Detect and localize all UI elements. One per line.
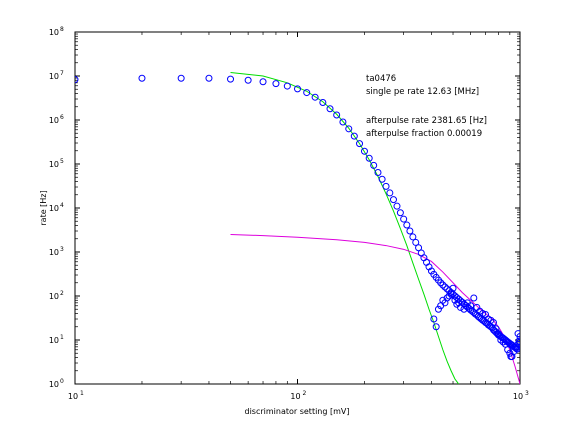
data-point [333, 111, 341, 119]
data-point [400, 215, 408, 223]
y-tick-label: 10 [49, 116, 59, 125]
data-point [177, 74, 185, 82]
x-tick-exponent: 3 [525, 390, 529, 397]
data-point [432, 323, 440, 331]
y-tick-exponent: 5 [60, 158, 64, 165]
annotation-afterpulse-rate: afterpulse rate 2381.65 [Hz] [366, 116, 487, 126]
y-tick-label: 10 [49, 160, 59, 169]
data-point [283, 82, 291, 90]
data-point [319, 98, 327, 106]
data-point [311, 93, 319, 101]
y-axis-label: rate [Hz] [39, 190, 48, 225]
y-tick-exponent: 6 [60, 114, 64, 121]
data-point [138, 74, 146, 82]
y-tick-exponent: 4 [60, 202, 64, 209]
data-point [499, 338, 507, 346]
data-point [515, 337, 520, 345]
data-point [382, 182, 390, 190]
y-tick-label: 10 [49, 28, 59, 37]
data-point [460, 305, 468, 313]
data-point [439, 281, 447, 289]
x-tick-label: 10 [68, 392, 78, 401]
data-point [389, 196, 397, 204]
data-point [504, 346, 512, 354]
data-point [514, 330, 520, 338]
data-point [497, 336, 505, 344]
y-tick-exponent: 2 [60, 290, 64, 297]
data-point [516, 333, 520, 341]
fit-line-1 [230, 72, 460, 384]
y-tick-exponent: 8 [60, 26, 64, 33]
data-point [455, 299, 463, 307]
data-point [345, 125, 353, 133]
annotation-run-id: ta0476 [366, 74, 396, 84]
annotation-single-pe-rate: single pe rate 12.63 [MHz] [366, 87, 479, 97]
data-point [409, 233, 417, 241]
data-point [303, 89, 311, 97]
data-point [339, 118, 347, 126]
y-tick-label: 10 [49, 292, 59, 301]
y-tick-exponent: 7 [60, 70, 64, 77]
data-point [227, 75, 235, 83]
x-tick-exponent: 1 [80, 390, 84, 397]
y-tick-exponent: 3 [60, 246, 64, 253]
data-point [467, 302, 475, 310]
data-point [403, 221, 411, 229]
y-tick-label: 10 [49, 72, 59, 81]
fit-line-2 [230, 233, 520, 384]
y-tick-exponent: 0 [60, 378, 64, 385]
data-point [356, 140, 364, 148]
x-axis-label: discriminator setting [mV] [244, 407, 349, 416]
data-point [396, 209, 404, 217]
y-tick-exponent: 1 [60, 334, 64, 341]
data-point [489, 318, 497, 326]
data-point [510, 347, 518, 355]
plot-area [74, 31, 521, 385]
data-point [326, 105, 334, 113]
data-point [430, 315, 438, 323]
data-point [205, 74, 213, 82]
data-point [365, 154, 373, 162]
data-points [75, 74, 520, 361]
data-point [360, 147, 368, 155]
data-point [415, 244, 423, 252]
data-point [350, 132, 358, 140]
data-point [370, 161, 378, 169]
data-point [406, 227, 414, 235]
data-point [447, 290, 455, 298]
data-point [386, 189, 394, 197]
x-tick-exponent: 2 [303, 390, 307, 397]
y-tick-label: 10 [49, 204, 59, 213]
x-tick-label: 10 [513, 392, 523, 401]
fit-lines [230, 72, 520, 384]
data-point [494, 330, 502, 338]
y-tick-label: 10 [49, 248, 59, 257]
data-point [412, 238, 420, 246]
data-point [374, 169, 382, 177]
data-point [75, 76, 79, 84]
data-point [294, 85, 301, 93]
y-tick-label: 10 [49, 380, 59, 389]
data-point [470, 294, 478, 302]
data-point [259, 78, 267, 86]
data-point [393, 202, 401, 210]
data-point [449, 284, 457, 292]
x-axis-ticks: 10 1 10 2 10 3 [68, 32, 529, 401]
data-point [456, 303, 464, 311]
y-tick-label: 10 [49, 336, 59, 345]
data-point [445, 292, 453, 300]
data-point [441, 283, 449, 291]
x-tick-label: 10 [290, 392, 300, 401]
data-point [443, 294, 451, 302]
data-point [516, 338, 520, 346]
data-point [437, 279, 445, 287]
data-point [378, 175, 386, 183]
data-point [512, 343, 520, 351]
data-point [434, 305, 442, 313]
data-point [272, 80, 280, 88]
data-point [244, 76, 252, 84]
annotation-afterpulse-fraction: afterpulse fraction 0.00019 [366, 129, 482, 139]
